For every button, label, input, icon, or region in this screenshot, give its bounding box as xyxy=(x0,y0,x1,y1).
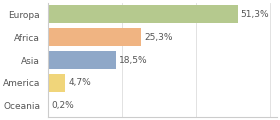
Text: 4,7%: 4,7% xyxy=(68,78,91,87)
Bar xyxy=(48,74,65,92)
Bar xyxy=(48,5,238,23)
Text: 0,2%: 0,2% xyxy=(52,101,74,110)
Text: 18,5%: 18,5% xyxy=(119,55,148,65)
Bar xyxy=(48,51,116,69)
Text: 51,3%: 51,3% xyxy=(241,10,269,19)
Bar xyxy=(48,28,141,46)
Text: 25,3%: 25,3% xyxy=(144,33,173,42)
